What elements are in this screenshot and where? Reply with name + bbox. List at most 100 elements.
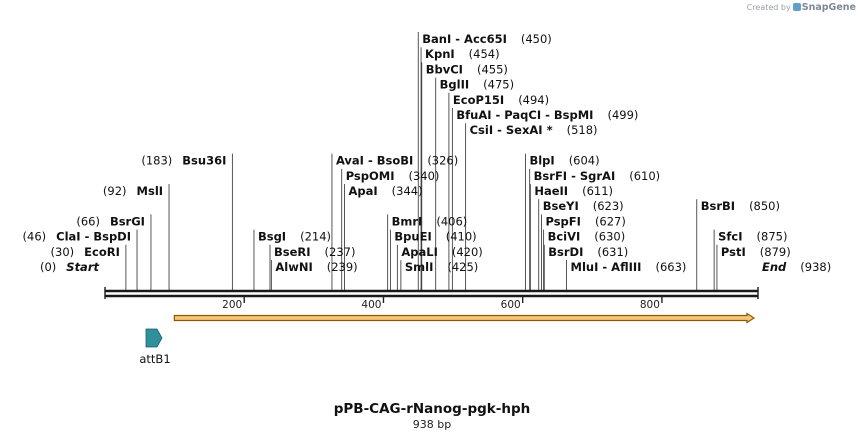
site-name: BsrBI	[701, 199, 735, 213]
site-label-ecop15i[interactable]: EcoP15I (494)	[453, 93, 549, 107]
site-label-bbvci[interactable]: BbvCI (455)	[426, 62, 508, 76]
site-position: (938)	[800, 260, 831, 274]
site-position: (454)	[469, 47, 500, 61]
site-label-bsrbi[interactable]: BsrBI (850)	[701, 199, 780, 213]
site-label-csii[interactable]: CsiI - SexAI * (518)	[470, 123, 598, 137]
snapgene-logo-icon	[792, 3, 801, 11]
site-name: BseRI	[274, 245, 311, 259]
site-name: End	[762, 260, 787, 274]
credit-brand: SnapGene	[801, 2, 856, 13]
site-position: (340)	[409, 169, 440, 183]
site-name: MluI - AflIII	[571, 260, 642, 274]
site-label-smli[interactable]: SmlI (425)	[405, 260, 478, 274]
site-position: (850)	[749, 199, 780, 213]
site-position: (66)	[76, 214, 100, 228]
site-name: MslI	[137, 184, 164, 198]
site-name: BfuAI - PaqCI - BspMI	[456, 108, 593, 122]
site-position: (604)	[569, 154, 600, 168]
site-name: ClaI - BspDI	[56, 230, 131, 244]
site-position: (630)	[594, 230, 625, 244]
site-label-alwni[interactable]: AlwNI (239)	[275, 260, 357, 274]
site-leader-lines	[125, 32, 718, 291]
site-label-end[interactable]: End (938)	[762, 260, 831, 274]
site-label-bsrfi[interactable]: BsrFI - SgrAI (610)	[534, 169, 661, 183]
site-name: Start	[66, 260, 99, 274]
attb1-label: attB1	[139, 352, 170, 366]
site-position: (0)	[40, 260, 56, 274]
site-position: (627)	[595, 214, 626, 228]
site-position: (46)	[23, 230, 47, 244]
site-position: (663)	[655, 260, 686, 274]
dna-backbone	[104, 287, 759, 299]
site-label-bseri[interactable]: BseRI (237)	[274, 245, 355, 259]
plasmid-name: pPB-CAG-rNanog-pgk-hph	[333, 401, 531, 417]
site-position: (875)	[757, 230, 788, 244]
site-name: BmrI	[392, 214, 423, 228]
site-label-sfci[interactable]: SfcI (875)	[718, 230, 787, 244]
site-name: HaeII	[534, 184, 568, 198]
orf-arrow-shape[interactable]	[173, 312, 756, 324]
site-label-bfuai[interactable]: BfuAI - PaqCI - BspMI (499)	[456, 108, 638, 122]
site-name: AlwNI	[275, 260, 312, 274]
site-label-haeii[interactable]: HaeII (611)	[534, 184, 613, 198]
site-label-psti[interactable]: PstI (879)	[721, 245, 791, 259]
site-label-msli[interactable]: (92) MslI	[103, 184, 163, 198]
orf-arrow[interactable]	[173, 312, 756, 324]
ruler-tick-label: 800	[640, 299, 660, 311]
site-name: BbvCI	[426, 62, 463, 76]
site-label-pspfi[interactable]: PspFI (627)	[545, 214, 625, 228]
site-position: (239)	[327, 260, 358, 274]
site-label-bsu36i[interactable]: (183) Bsu36I	[141, 154, 226, 168]
site-label-bani[interactable]: BanI - Acc65I (450)	[422, 32, 552, 46]
site-position: (475)	[483, 78, 514, 92]
site-label-start[interactable]: (0) Start	[40, 260, 100, 274]
site-position: (499)	[607, 108, 638, 122]
site-position: (610)	[629, 169, 660, 183]
attb1-feature[interactable]: attB1	[139, 328, 171, 366]
site-label-bsrdi[interactable]: BsrDI (631)	[548, 245, 628, 259]
attb1-arrow-shape[interactable]	[145, 328, 163, 348]
site-name: BpuEI	[394, 230, 431, 244]
site-name: PspOMI	[346, 169, 395, 183]
site-name: PstI	[721, 245, 746, 259]
site-name: BciVI	[548, 230, 581, 244]
restriction-site-labels: (0) Start(30) EcoRI (46) ClaI - BspDI (66) Bsr…	[23, 32, 832, 274]
site-label-ecori[interactable]: (30) EcoRI	[51, 245, 120, 259]
ruler-tick-label: 600	[501, 299, 521, 311]
site-label-blpi[interactable]: BlpI (604)	[529, 154, 599, 168]
site-label-apali[interactable]: ApaLI (420)	[401, 245, 482, 259]
site-position: (410)	[446, 230, 477, 244]
site-position: (183)	[141, 154, 172, 168]
site-position: (611)	[582, 184, 613, 198]
site-label-bseyi[interactable]: BseYI (623)	[543, 199, 624, 213]
ruler-tick-label: 400	[361, 299, 381, 311]
site-position: (406)	[436, 214, 467, 228]
site-position: (455)	[477, 62, 508, 76]
site-name: BsgI	[258, 230, 286, 244]
site-label-bpuei[interactable]: BpuEI (410)	[394, 230, 476, 244]
site-label-apai[interactable]: ApaI (344)	[348, 184, 422, 198]
site-label-bglii[interactable]: BglII (475)	[440, 78, 514, 92]
site-name: EcoP15I	[453, 93, 504, 107]
site-label-bcivi[interactable]: BciVI (630)	[548, 230, 626, 244]
site-label-bmri[interactable]: BmrI (406)	[392, 214, 468, 228]
site-position: (425)	[447, 260, 478, 274]
site-name: SfcI	[718, 230, 742, 244]
site-position: (631)	[597, 245, 628, 259]
site-position: (494)	[518, 93, 549, 107]
site-name: PspFI	[545, 214, 580, 228]
site-name: SmlI	[405, 260, 434, 274]
site-label-avai[interactable]: AvaI - BsoBI (326)	[336, 154, 458, 168]
site-label-mlui[interactable]: MluI - AflIII (663)	[571, 260, 687, 274]
site-label-clai[interactable]: (46) ClaI - BspDI	[23, 230, 131, 244]
site-position: (450)	[521, 32, 552, 46]
site-label-bsgi[interactable]: BsgI (214)	[258, 230, 331, 244]
site-position: (879)	[760, 245, 791, 259]
site-label-bsrgi[interactable]: (66) BsrGI	[76, 214, 145, 228]
site-label-kpni[interactable]: KpnI (454)	[425, 47, 500, 61]
site-position: (237)	[325, 245, 356, 259]
site-label-psphomi[interactable]: PspOMI (340)	[346, 169, 440, 183]
site-position: (623)	[593, 199, 624, 213]
site-name: EcoRI	[84, 245, 120, 259]
